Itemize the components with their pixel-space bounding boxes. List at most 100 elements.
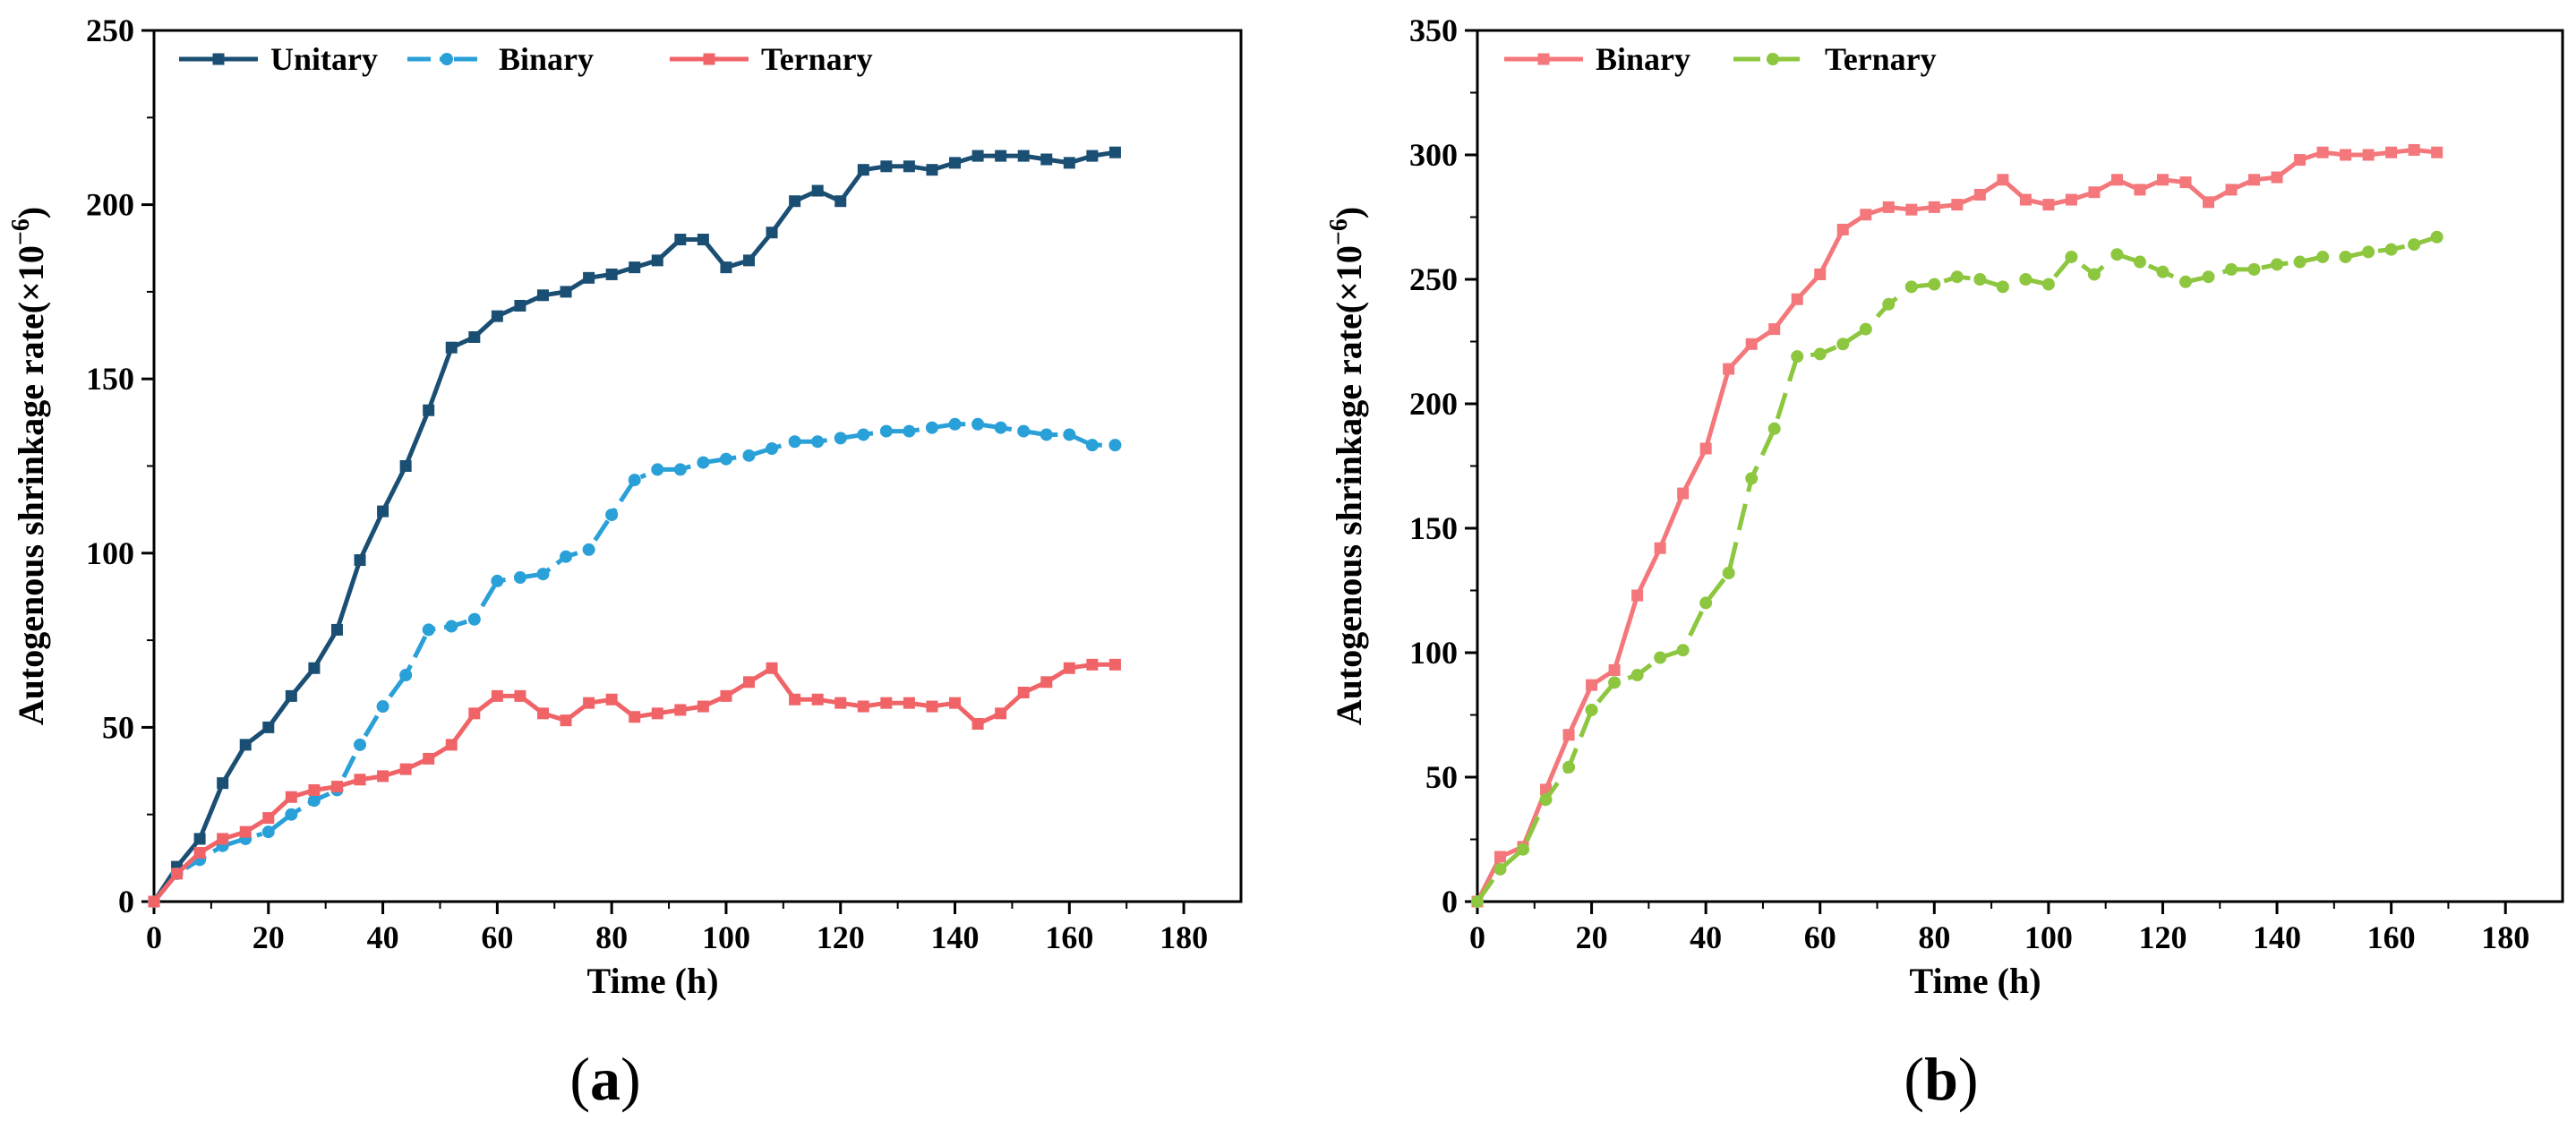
- data-point: [193, 847, 206, 860]
- data-point: [330, 781, 343, 793]
- data-point: [354, 554, 366, 567]
- data-point: [354, 774, 366, 786]
- x-tick-label: 80: [595, 919, 628, 955]
- y-axis-title-exponent: −6: [7, 218, 35, 245]
- panel-label: (a): [569, 1045, 640, 1113]
- data-point: [1699, 596, 1713, 610]
- data-point: [2362, 245, 2375, 259]
- data-point: [834, 432, 847, 445]
- data-point: [583, 697, 595, 709]
- data-point: [651, 463, 664, 476]
- y-tick-label: 50: [102, 709, 134, 745]
- data-point: [399, 460, 412, 472]
- data-point: [1723, 363, 1735, 375]
- data-point: [1040, 428, 1053, 441]
- panel-label: (b): [1904, 1045, 1978, 1113]
- x-tick-label: 0: [1469, 919, 1485, 955]
- data-point: [605, 508, 619, 521]
- data-point: [857, 700, 869, 713]
- legend-item-binary: Binary: [1504, 41, 1690, 77]
- data-point: [971, 718, 984, 731]
- data-point: [720, 261, 732, 274]
- data-point: [536, 289, 549, 302]
- data-point: [2362, 149, 2375, 161]
- data-point: [354, 738, 367, 751]
- legend-swatch-marker: [441, 53, 453, 65]
- data-point: [1063, 662, 1075, 674]
- data-point: [948, 417, 962, 431]
- data-point: [2248, 174, 2261, 186]
- legend-swatch-marker: [212, 53, 225, 65]
- data-point: [399, 763, 412, 775]
- data-point: [467, 612, 481, 626]
- data-point: [1608, 663, 1621, 676]
- data-point: [262, 721, 275, 733]
- data-point: [2156, 265, 2169, 278]
- panel-label-close: ): [1958, 1045, 1979, 1113]
- x-tick-label: 180: [2481, 919, 2529, 955]
- data-point: [995, 707, 1007, 720]
- data-point: [2316, 250, 2330, 263]
- legend-item-ternary: Ternary: [670, 41, 873, 77]
- x-tick-label: 180: [1160, 919, 1208, 955]
- data-point: [2340, 149, 2352, 161]
- y-axis-title-main: Autogenous shrinkage rate(×10: [1329, 245, 1369, 725]
- data-point: [2408, 143, 2420, 156]
- data-point: [879, 424, 893, 438]
- y-tick-label: 0: [1442, 884, 1458, 919]
- panel-label-close: ): [620, 1045, 641, 1113]
- data-point: [1791, 293, 1803, 305]
- legend-item-binary: Binary: [407, 41, 594, 77]
- data-point: [1882, 297, 1896, 311]
- data-point: [2225, 184, 2238, 196]
- data-point: [330, 623, 343, 636]
- data-point: [171, 868, 184, 880]
- legend-label: Ternary: [1825, 41, 1937, 77]
- data-point: [811, 435, 825, 449]
- data-point: [2431, 146, 2443, 158]
- x-tick-label: 160: [2367, 919, 2416, 955]
- data-point: [925, 421, 938, 434]
- data-point: [1539, 793, 1553, 807]
- data-point: [1108, 658, 1121, 671]
- x-tick-label: 80: [1918, 919, 1950, 955]
- data-point: [1562, 729, 1575, 741]
- data-point: [697, 234, 709, 246]
- series-ternary: [148, 658, 1121, 908]
- data-point: [1108, 146, 1121, 158]
- legend-swatch-marker: [1537, 53, 1550, 65]
- data-point: [1517, 842, 1530, 856]
- data-point: [926, 700, 938, 713]
- data-point: [1040, 153, 1053, 166]
- data-point: [2156, 174, 2169, 186]
- panel-a-chart: 0 20 40 60 80 100 120 140 160 180 0 50 100 150 200 250 T…: [7, 13, 1243, 1113]
- data-point: [605, 268, 618, 280]
- y-tick-label: 350: [1409, 13, 1458, 48]
- data-point: [629, 711, 641, 723]
- data-point: [1791, 350, 1804, 364]
- x-tick-label: 20: [1576, 919, 1608, 955]
- data-point: [148, 895, 160, 908]
- data-point: [1722, 567, 1735, 580]
- data-point: [1973, 188, 1986, 201]
- data-point: [193, 833, 206, 845]
- y-axis-title-close: ): [1329, 207, 1369, 218]
- data-point: [536, 568, 550, 581]
- data-point: [2065, 193, 2077, 206]
- data-point: [811, 693, 824, 706]
- y-tick-label: 150: [1409, 510, 1458, 546]
- data-point: [1676, 644, 1690, 657]
- data-point: [766, 227, 778, 239]
- data-point: [1997, 174, 2009, 186]
- data-point: [423, 404, 435, 416]
- data-point: [2041, 278, 2055, 291]
- data-point: [2271, 171, 2283, 184]
- data-point: [1471, 895, 1484, 908]
- x-tick-label: 0: [146, 919, 162, 955]
- y-tick-label: 250: [1409, 261, 1458, 297]
- data-point: [536, 707, 549, 720]
- data-point: [1814, 268, 1827, 280]
- y-tick-label: 200: [1409, 386, 1458, 422]
- data-point: [1562, 760, 1576, 774]
- data-point: [2271, 258, 2284, 271]
